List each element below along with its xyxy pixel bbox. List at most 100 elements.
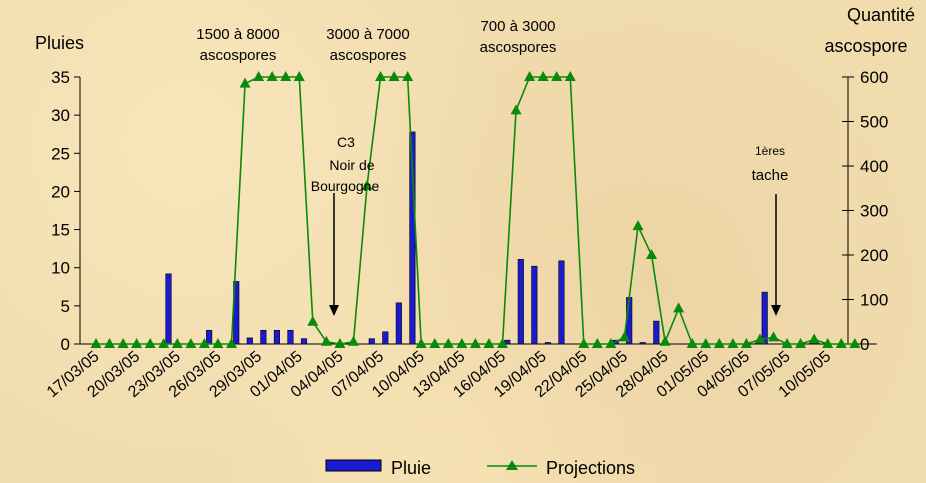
bar-pluie [368,338,375,345]
projections-point [727,338,739,348]
annotation-range-3-line2: ascospores [480,39,557,56]
annotation-range-3-line1: 700 à 3000 [480,18,555,35]
projections-point [375,71,387,81]
bar-pluie [395,302,402,345]
projections-point [537,71,549,81]
projections-point [144,338,156,348]
projections-point [334,338,346,348]
y-right-tick-label: 200 [860,246,888,265]
y-right-tick-label: 300 [860,202,888,221]
projections-point [456,338,468,348]
y-right-tick-label: 600 [860,68,888,87]
projections-point [618,331,630,342]
projections-point [171,338,183,348]
projections-point [402,71,414,81]
legend-label-projections: Projections [546,458,635,478]
bar-pluie [287,329,294,345]
annotation-range-1-line1: 1500 à 8000 [196,26,279,43]
legend-label-pluie: Pluie [391,458,431,478]
projections-point [415,338,427,348]
projections-point [835,338,847,348]
y-left-tick-label: 20 [51,182,70,201]
projections-point [280,71,292,81]
annotation-range-1-line2: ascospores [200,47,277,64]
legend-marker-projections [506,460,518,470]
projections-point [483,338,495,348]
y-right-tick-label: 400 [860,157,888,176]
projections-line [96,76,855,345]
bar-pluie [273,329,280,345]
projections-point [551,71,563,81]
projections-point [361,180,373,191]
projections-point [822,338,834,348]
projections-point [307,315,319,326]
annotation-c3-line1: C3 [337,134,355,150]
projections-point [795,338,807,348]
annotation-c3-arrowhead [329,305,339,316]
bar-pluie [300,338,308,345]
projections-point [524,71,536,81]
y-right-axis-label-line2: ascospore [824,36,907,56]
y-left-tick-label: 0 [61,335,70,354]
y-right-tick-label: 100 [860,291,888,310]
bar-pluie [165,273,172,345]
projections-point [185,338,197,348]
y-left-tick-label: 15 [51,221,70,240]
projections-point [429,338,441,348]
y-right-tick-label: 0 [860,335,869,354]
projections-point [442,338,454,348]
projections-point [226,338,237,348]
legend-swatch-pluie [325,459,382,472]
bar-pluie [639,342,646,345]
projections-point [388,71,400,81]
legend: Pluie Projections [325,458,635,478]
bar-pluie [246,337,253,345]
annotation-range-2-line1: 3000 à 7000 [326,26,409,43]
projections-point [605,338,617,348]
bar-pluie [531,265,538,345]
projections-point [808,333,820,344]
y-right-tick-label: 500 [860,113,888,132]
projections-point [713,338,725,348]
projections-point [131,338,143,348]
y-left-tick-label: 5 [61,297,70,316]
y-left-tick-label: 25 [51,144,70,163]
projections-point [591,338,603,348]
bar-pluie [544,342,551,345]
projections-point [673,302,685,313]
projections-point [578,338,590,348]
projections-point [158,338,170,348]
bar-pluie [206,329,213,345]
projections-point [754,333,766,344]
projections-point [104,338,116,348]
projections-point [740,338,752,348]
projections-point [239,77,251,88]
line-series-projections [90,71,861,348]
y-left-tick-label: 10 [51,259,70,278]
annotation-c3-line2: Noir de [329,157,374,173]
projections-point [849,338,861,348]
projections-point [266,71,278,81]
projections-point [117,338,129,348]
projections-point [90,338,102,348]
y-left-tick-label: 30 [51,106,70,125]
projections-point [659,335,671,346]
projections-point [510,104,522,115]
projections-point [198,338,210,348]
projections-point [700,338,712,348]
annotation-c3-line3: Bourgogne [311,178,380,194]
annotation-tache-line2: tache [752,167,789,184]
bar-series-pluie [165,131,768,345]
annotation-range-2-line2: ascospores [330,47,407,64]
projections-point [564,71,576,81]
projections-point [768,331,779,342]
y-left-axis-label: Pluies [35,33,84,53]
projections-point [686,338,698,348]
projections-point [347,335,359,346]
bar-pluie [558,260,565,345]
projections-point [781,338,793,348]
projections-point [646,249,658,259]
bar-pluie [382,331,389,345]
annotation-tache-arrowhead [771,305,781,316]
projections-point [253,71,265,81]
